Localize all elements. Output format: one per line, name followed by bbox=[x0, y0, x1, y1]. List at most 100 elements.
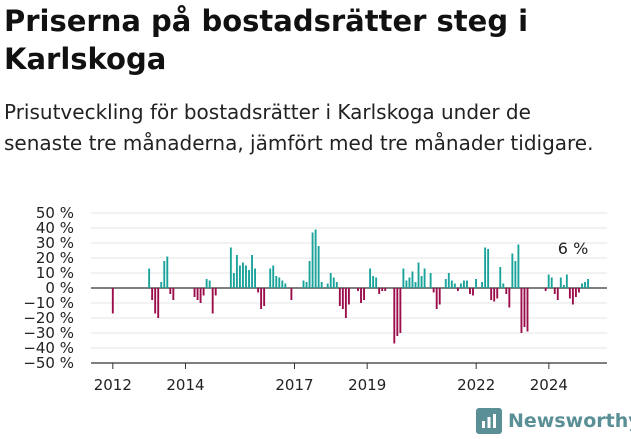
bar bbox=[496, 288, 499, 299]
bar bbox=[154, 288, 157, 314]
bar bbox=[275, 276, 278, 288]
y-tick-label: −40 % bbox=[23, 339, 74, 357]
bar bbox=[317, 246, 320, 288]
bar bbox=[157, 288, 160, 318]
bar bbox=[344, 288, 347, 318]
bar bbox=[278, 277, 281, 288]
bar bbox=[450, 280, 453, 288]
bar bbox=[363, 288, 365, 300]
bar bbox=[475, 279, 477, 288]
y-tick-label: −10 % bbox=[23, 294, 74, 312]
last-value-annotation: 6 % bbox=[558, 239, 588, 258]
y-tick-label: −50 % bbox=[23, 354, 74, 372]
bar bbox=[472, 288, 474, 296]
bar bbox=[587, 279, 589, 288]
bar bbox=[393, 288, 396, 344]
bar bbox=[208, 280, 211, 288]
bar bbox=[444, 279, 447, 288]
bar bbox=[172, 288, 175, 300]
bar bbox=[202, 288, 205, 296]
bar bbox=[438, 288, 441, 305]
bar bbox=[423, 268, 426, 288]
bar bbox=[502, 283, 505, 288]
bar bbox=[232, 273, 235, 288]
bar bbox=[326, 283, 329, 288]
bar bbox=[405, 280, 408, 288]
bar-chart: 50 %40 %30 %20 %10 %0 %−10 %−20 %−30 %−4… bbox=[23, 204, 607, 394]
y-tick-label: 30 % bbox=[36, 234, 74, 252]
bar bbox=[245, 265, 247, 288]
bar bbox=[242, 262, 244, 288]
bar bbox=[574, 288, 577, 297]
bar bbox=[556, 288, 559, 300]
bar bbox=[456, 288, 459, 291]
y-tick-label: 40 % bbox=[36, 219, 74, 237]
bar bbox=[399, 288, 402, 333]
bar bbox=[508, 288, 511, 308]
y-tick-label: −30 % bbox=[23, 324, 74, 342]
y-tick-label: 20 % bbox=[36, 249, 74, 267]
x-tick-label: 2019 bbox=[348, 376, 386, 394]
chart-title: Priserna på bostadsrätter steg i Karlsko… bbox=[4, 4, 529, 76]
bar bbox=[302, 280, 305, 288]
bar bbox=[341, 288, 344, 309]
bar bbox=[320, 282, 323, 288]
bar bbox=[493, 288, 496, 302]
bar bbox=[517, 244, 520, 288]
bar bbox=[372, 276, 375, 288]
bar bbox=[435, 288, 438, 309]
chart-subtitle: Prisutveckling för bostadsrätter i Karls… bbox=[4, 100, 594, 155]
bar bbox=[214, 288, 217, 296]
bar bbox=[466, 280, 468, 288]
bar bbox=[378, 288, 381, 294]
bar bbox=[505, 288, 508, 294]
bar bbox=[148, 268, 151, 288]
bar bbox=[248, 270, 250, 288]
bar bbox=[229, 247, 232, 288]
bar bbox=[414, 282, 417, 288]
bar bbox=[553, 288, 556, 294]
bar bbox=[290, 288, 293, 300]
x-tick-label: 2014 bbox=[166, 376, 204, 394]
bar bbox=[169, 288, 172, 294]
bar bbox=[447, 273, 450, 288]
bar bbox=[305, 282, 308, 288]
bar bbox=[520, 288, 523, 333]
bar bbox=[396, 288, 399, 336]
bar bbox=[544, 288, 547, 291]
bar bbox=[160, 282, 163, 288]
x-tick-label: 2017 bbox=[275, 376, 313, 394]
bar bbox=[526, 288, 529, 332]
bar bbox=[329, 273, 332, 288]
y-tick-label: 10 % bbox=[36, 264, 74, 282]
bar bbox=[335, 282, 338, 288]
bar bbox=[384, 288, 387, 291]
bar bbox=[314, 229, 317, 288]
bar bbox=[269, 268, 272, 288]
bar bbox=[111, 288, 114, 314]
bar bbox=[484, 247, 487, 288]
bar bbox=[199, 288, 202, 303]
bar bbox=[565, 274, 568, 288]
bar bbox=[205, 279, 208, 288]
bar bbox=[499, 267, 502, 288]
bar bbox=[211, 288, 214, 314]
bar bbox=[257, 288, 260, 293]
x-tick-label: 2024 bbox=[530, 376, 568, 394]
bar bbox=[559, 277, 562, 288]
bar bbox=[411, 271, 414, 288]
bar bbox=[238, 265, 241, 288]
bar bbox=[311, 232, 314, 288]
bar bbox=[571, 288, 574, 305]
bar bbox=[547, 274, 550, 288]
bar bbox=[338, 288, 341, 306]
bar bbox=[584, 282, 586, 288]
bar bbox=[581, 283, 583, 288]
bar bbox=[151, 288, 154, 300]
bar bbox=[254, 268, 257, 288]
bar bbox=[429, 273, 432, 288]
bar bbox=[562, 285, 565, 288]
bar bbox=[163, 261, 166, 288]
bar bbox=[360, 288, 362, 303]
bar bbox=[196, 288, 199, 300]
